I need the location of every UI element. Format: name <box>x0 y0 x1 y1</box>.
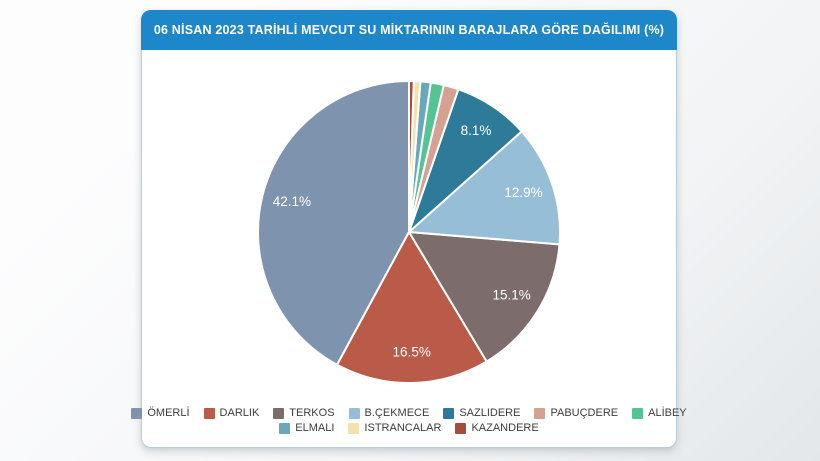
legend-swatch <box>534 407 546 419</box>
legend-label: TERKOS <box>289 407 335 419</box>
legend-item: DARLIK <box>203 407 260 419</box>
legend-label: KAZANDERE <box>471 422 539 434</box>
legend-swatch <box>273 407 285 419</box>
legend-label: B.ÇEKMECE <box>364 407 430 419</box>
pie-slice <box>336 231 488 384</box>
legend-swatch <box>632 407 644 419</box>
legend-item: ISTRANCALAR <box>348 422 441 434</box>
slice-value-label: 16.5% <box>393 344 431 359</box>
legend-row: ELMALI ISTRANCALAR KAZANDERE <box>279 422 539 434</box>
legend-swatch <box>279 422 291 434</box>
legend-item: ÖMERLİ <box>131 407 190 419</box>
legend-label: ALİBEY <box>648 407 687 419</box>
chart-title-bar: 06 NİSAN 2023 TARİHLİ MEVCUT SU MİKTARIN… <box>141 10 677 50</box>
legend-label: PABUÇDERE <box>550 407 619 419</box>
legend-item: PABUÇDERE <box>534 407 618 419</box>
legend-item: ALİBEY <box>632 407 687 419</box>
legend-item: B.ÇEKMECE <box>348 407 430 419</box>
chart-card: 06 NİSAN 2023 TARİHLİ MEVCUT SU MİKTARIN… <box>131 10 687 448</box>
chart-legend: ÖMERLİ DARLIK TERKOS B.ÇEKMECE SAZLIDERE PABU… <box>131 407 687 434</box>
pie-slice <box>257 80 410 366</box>
slice-value-label: 42.1% <box>273 194 311 209</box>
legend-item: SAZLIDERE <box>443 407 520 419</box>
legend-label: SAZLIDERE <box>459 407 521 419</box>
legend-label: DARLIK <box>219 407 260 419</box>
legend-swatch <box>443 407 455 419</box>
pie-slice <box>408 79 415 233</box>
legend-swatch <box>348 422 360 434</box>
slice-value-label: 8.1% <box>461 123 492 138</box>
pie-slice <box>408 231 561 363</box>
chart-title: 06 NİSAN 2023 TARİHLİ MEVCUT SU MİKTARIN… <box>153 23 665 37</box>
pie-chart-svg: 42.1% 16.5% 15.1% 12.9% 8.1% <box>257 79 561 384</box>
legend-item: ELMALI <box>279 422 334 434</box>
legend-swatch <box>348 407 360 419</box>
legend-label: ISTRANCALAR <box>364 422 442 434</box>
legend-label: ÖMERLİ <box>147 407 190 419</box>
legend-swatch <box>131 407 143 419</box>
legend-row: ÖMERLİ DARLIK TERKOS B.ÇEKMECE SAZLIDERE PABU… <box>131 407 687 419</box>
pie-slice <box>408 130 561 246</box>
legend-swatch <box>203 407 215 419</box>
legend-item: KAZANDERE <box>455 422 539 434</box>
slice-value-label: 12.9% <box>504 185 542 200</box>
legend-item: TERKOS <box>273 407 335 419</box>
legend-swatch <box>455 422 467 434</box>
legend-label: ELMALI <box>295 422 335 434</box>
slice-value-label: 15.1% <box>492 287 530 302</box>
pie-chart: 42.1% 16.5% 15.1% 12.9% 8.1% <box>239 62 579 402</box>
